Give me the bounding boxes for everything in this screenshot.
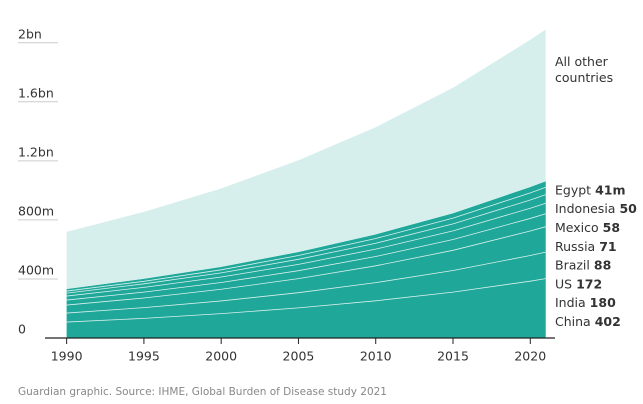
value-label: 41m xyxy=(595,182,625,197)
series-label: China 402 xyxy=(555,314,621,329)
value-label: 402 xyxy=(595,314,621,329)
y-tick-label: 0 xyxy=(18,322,26,337)
source: Guardian graphic. Source: IHME, Global B… xyxy=(18,386,387,398)
x-tick-label: 2015 xyxy=(437,349,469,364)
value-label: 50 xyxy=(619,201,637,216)
series-name: Russia xyxy=(555,238,595,253)
series-name: Indonesia xyxy=(555,201,615,216)
value-label: 71 xyxy=(599,238,616,253)
area xyxy=(66,226,546,314)
series-label: Mexico 58 xyxy=(555,220,620,235)
series-label: India 180 xyxy=(555,295,616,310)
x-tick-label: 2005 xyxy=(283,349,315,364)
series-name: Egypt xyxy=(555,182,591,197)
area xyxy=(66,252,546,323)
value-label: 88 xyxy=(594,257,611,272)
value-label: 58 xyxy=(603,220,620,235)
y-tick-label: 2bn xyxy=(18,26,42,41)
series-label: Indonesia 50 xyxy=(555,201,637,216)
separator xyxy=(66,202,546,297)
x-tick-label: 2000 xyxy=(205,349,237,364)
series-name: Brazil xyxy=(555,257,590,272)
area xyxy=(66,278,546,338)
areas xyxy=(66,29,546,338)
x-tick-label: 2010 xyxy=(360,349,392,364)
series-label: Egypt 41m xyxy=(555,182,625,197)
series-label: US 172 xyxy=(555,276,602,291)
y-tick-label: 800m xyxy=(18,203,54,218)
value-label: 172 xyxy=(576,276,602,291)
separator xyxy=(66,226,546,306)
series-name: Mexico xyxy=(555,220,599,235)
value-label: 180 xyxy=(590,295,616,310)
series-name: US xyxy=(555,276,572,291)
x-tick-label: 2020 xyxy=(514,349,546,364)
series-name: India xyxy=(555,295,586,310)
x-tick-label: 1990 xyxy=(51,349,83,364)
separator xyxy=(66,251,546,314)
series-name: China xyxy=(555,314,591,329)
area xyxy=(66,29,546,289)
x-tick-label: 1995 xyxy=(128,349,160,364)
separator xyxy=(66,194,546,294)
separator xyxy=(66,186,546,292)
y-tick-label: 1.2bn xyxy=(18,144,54,159)
area xyxy=(66,213,546,306)
series-label: Russia 71 xyxy=(555,238,617,253)
series-label: Brazil 88 xyxy=(555,257,611,272)
series-label: All other countries xyxy=(555,54,613,85)
separator xyxy=(66,278,546,323)
y-tick-label: 400m xyxy=(18,262,54,277)
y-tick-label: 1.6bn xyxy=(18,85,54,100)
separator xyxy=(66,213,546,301)
